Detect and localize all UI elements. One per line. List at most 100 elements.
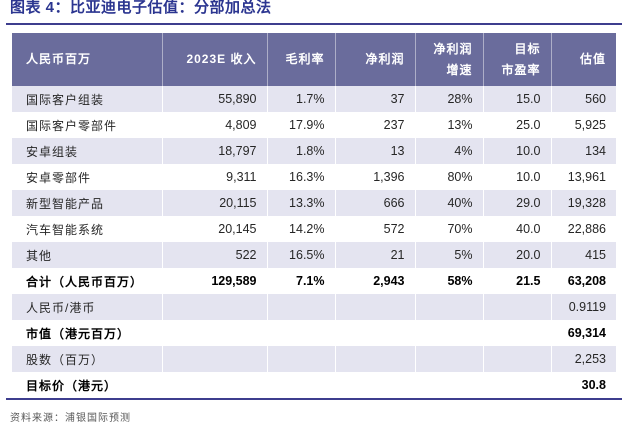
cell bbox=[483, 346, 552, 372]
cell: 0.9119 bbox=[551, 294, 616, 320]
cell bbox=[483, 320, 552, 346]
cell: 25.0 bbox=[483, 112, 552, 138]
cell bbox=[335, 346, 416, 372]
cell: 18,797 bbox=[162, 138, 268, 164]
cell: 13% bbox=[415, 112, 484, 138]
row-label: 市值（港元百万） bbox=[12, 320, 163, 346]
cell: 30.8 bbox=[581, 378, 606, 392]
cell: 20.0 bbox=[483, 242, 552, 268]
column-header-1: 人民币百万 bbox=[12, 33, 163, 86]
cell: 10.0 bbox=[483, 164, 552, 190]
cell: 14.2% bbox=[267, 216, 336, 242]
row-label: 新型智能产品 bbox=[12, 190, 163, 216]
cell: 21.5 bbox=[483, 268, 552, 294]
cell: 22,886 bbox=[567, 222, 606, 236]
row-label: 人民币/港币 bbox=[12, 294, 163, 320]
table-row: 人民币/港币 0.9119 bbox=[12, 294, 616, 320]
cell: 134 bbox=[551, 138, 616, 164]
table-row: 其他 522 16.5% 21 5% 20.0 415 bbox=[12, 242, 616, 268]
column-header-2: 2023E 收入 bbox=[162, 33, 268, 86]
cell: 13 bbox=[335, 138, 416, 164]
table-bottom-divider bbox=[6, 398, 622, 400]
cell: 10.0 bbox=[483, 138, 552, 164]
table-row: 市值（港元百万） 69,314 bbox=[12, 320, 616, 346]
table-row: 目标价（港元） 30.8 bbox=[12, 372, 616, 398]
valuation-table: 人民币百万 2023E 收入 毛利率 净利润 净利润 增速 目标 市盈率 估值 国际客户组装… bbox=[12, 33, 616, 398]
source-note: 资料来源：浦银国际预测 bbox=[10, 413, 131, 424]
cell bbox=[415, 372, 484, 398]
row-label: 其他 bbox=[12, 242, 163, 268]
cell: 16.3% bbox=[267, 164, 336, 190]
cell: 20,145 bbox=[162, 216, 268, 242]
cell bbox=[162, 320, 268, 346]
row-label: 合计（人民币百万） bbox=[12, 268, 163, 294]
table-body: 国际客户组装 55,890 1.7% 37 28% 15.0 560 国际客户零部件 4,809… bbox=[12, 86, 616, 398]
table-row: 合计（人民币百万） 129,589 7.1% 2,943 58% 21.5 63,208 bbox=[12, 268, 616, 294]
cell bbox=[267, 372, 336, 398]
cell: 9,311 bbox=[162, 164, 268, 190]
table-row: 安卓零部件 9,311 16.3% 1,396 80% 10.0 13,961 bbox=[12, 164, 616, 190]
cell: 4,809 bbox=[162, 112, 268, 138]
cell: 7.1% bbox=[267, 268, 336, 294]
cell: 28% bbox=[415, 86, 484, 112]
cell: 13,961 bbox=[567, 170, 606, 184]
cell bbox=[267, 320, 336, 346]
cell bbox=[415, 294, 484, 320]
column-header-3: 毛利率 bbox=[267, 33, 336, 86]
cell bbox=[483, 294, 552, 320]
row-label: 国际客户组装 bbox=[12, 86, 163, 112]
cell bbox=[415, 320, 484, 346]
row-label: 安卓组装 bbox=[12, 138, 163, 164]
cell: 572 bbox=[335, 216, 416, 242]
row-label: 安卓零部件 bbox=[12, 164, 163, 190]
table-header-row: 人民币百万 2023E 收入 毛利率 净利润 净利润 增速 目标 市盈率 估值 bbox=[12, 33, 616, 86]
cell bbox=[267, 346, 336, 372]
cell bbox=[162, 294, 268, 320]
cell bbox=[483, 372, 552, 398]
cell: 19,328 bbox=[551, 190, 616, 216]
cell: 129,589 bbox=[162, 268, 268, 294]
cell: 29.0 bbox=[483, 190, 552, 216]
cell: 70% bbox=[415, 216, 484, 242]
cell: 666 bbox=[335, 190, 416, 216]
cell: 1,396 bbox=[335, 164, 416, 190]
cell: 21 bbox=[335, 242, 416, 268]
cell: 69,314 bbox=[567, 326, 606, 340]
cell: 1.8% bbox=[267, 138, 336, 164]
cell: 58% bbox=[415, 268, 484, 294]
table-row: 汽车智能系统 20,145 14.2% 572 70% 40.0 22,886 bbox=[12, 216, 616, 242]
table-row: 安卓组装 18,797 1.8% 13 4% 10.0 134 bbox=[12, 138, 616, 164]
title-divider bbox=[6, 23, 622, 25]
cell bbox=[335, 294, 416, 320]
cell: 415 bbox=[551, 242, 616, 268]
cell bbox=[335, 372, 416, 398]
cell: 522 bbox=[162, 242, 268, 268]
column-header-4: 净利润 bbox=[335, 33, 416, 86]
cell: 4% bbox=[415, 138, 484, 164]
cell: 16.5% bbox=[267, 242, 336, 268]
cell: 37 bbox=[335, 86, 416, 112]
cell: 560 bbox=[551, 86, 616, 112]
cell: 13.3% bbox=[267, 190, 336, 216]
cell: 2,943 bbox=[335, 268, 416, 294]
cell bbox=[267, 294, 336, 320]
cell: 1.7% bbox=[267, 86, 336, 112]
row-label: 股数（百万） bbox=[12, 346, 163, 372]
cell: 5,925 bbox=[574, 118, 606, 132]
cell: 40% bbox=[415, 190, 484, 216]
row-label: 国际客户零部件 bbox=[12, 112, 163, 138]
table-row: 新型智能产品 20,115 13.3% 666 40% 29.0 19,328 bbox=[12, 190, 616, 216]
table-row: 国际客户组装 55,890 1.7% 37 28% 15.0 560 bbox=[12, 86, 616, 112]
figure-title: 图表 4：比亚迪电子估值：分部加总法 bbox=[10, 0, 272, 16]
cell: 40.0 bbox=[483, 216, 552, 242]
cell: 5% bbox=[415, 242, 484, 268]
cell: 63,208 bbox=[567, 274, 606, 288]
cell: 2,253 bbox=[551, 346, 616, 372]
cell: 17.9% bbox=[267, 112, 336, 138]
column-header-5: 净利润 增速 bbox=[415, 33, 484, 86]
column-header-6: 目标 市盈率 bbox=[483, 33, 552, 86]
cell: 15.0 bbox=[483, 86, 552, 112]
column-header-7: 估值 bbox=[551, 33, 616, 86]
table-row: 股数（百万） 2,253 bbox=[12, 346, 616, 372]
row-label: 汽车智能系统 bbox=[12, 216, 163, 242]
